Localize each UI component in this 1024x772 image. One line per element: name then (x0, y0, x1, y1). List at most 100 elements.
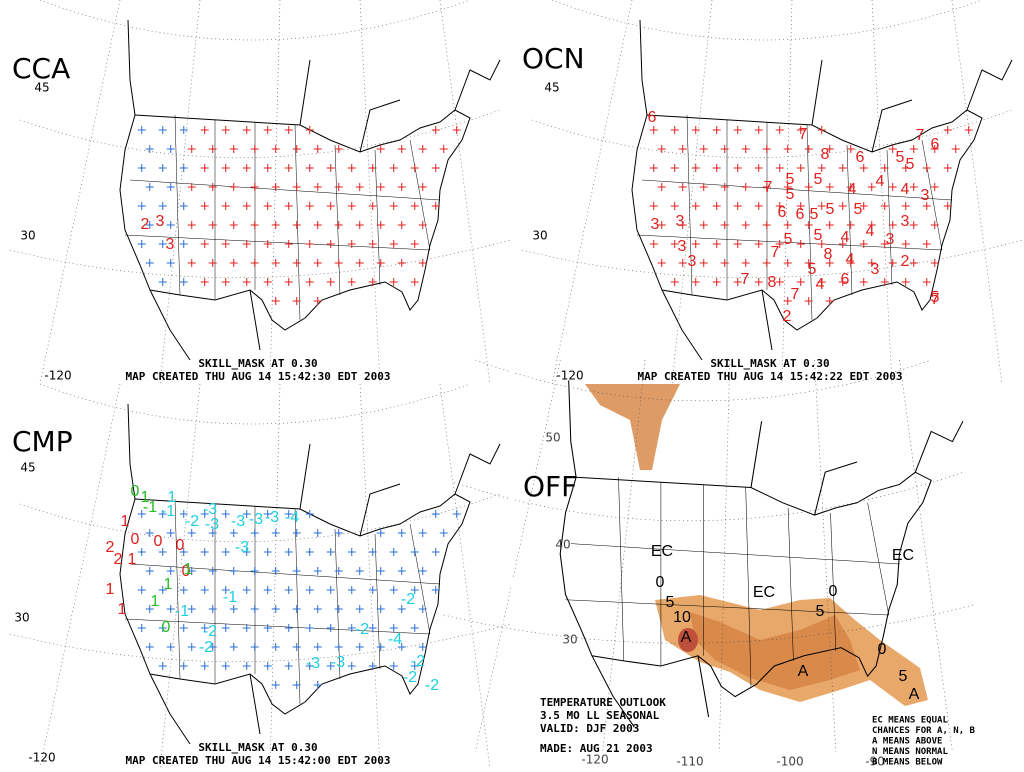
plus-marker (804, 183, 813, 191)
plus-marker (825, 145, 834, 153)
plus-marker (376, 183, 385, 191)
plus-marker (880, 278, 889, 286)
plus-marker (712, 126, 721, 134)
plus-marker (305, 662, 314, 670)
map-label: 2 (901, 253, 910, 270)
map-label: 4 (866, 223, 875, 240)
plus-marker (166, 145, 175, 153)
plus-marker (754, 240, 763, 248)
plus-marker (410, 202, 419, 210)
plus-marker (284, 586, 293, 594)
plus-marker (389, 586, 398, 594)
plus-marker (158, 624, 167, 632)
plus-marker (221, 240, 230, 248)
plus-marker (208, 259, 217, 267)
plus-marker (762, 259, 771, 267)
plus-marker (284, 202, 293, 210)
map-label: -3 (306, 655, 320, 672)
plus-marker (691, 202, 700, 210)
plus-marker (221, 164, 230, 172)
plus-marker (284, 278, 293, 286)
map-label: 1 (151, 593, 160, 610)
plus-marker (796, 164, 805, 172)
plus-marker (657, 183, 666, 191)
plus-marker (263, 126, 272, 134)
plus-marker (313, 145, 322, 153)
map-label: -3 (231, 513, 245, 530)
map-label: -3 (265, 509, 279, 526)
plus-marker (263, 586, 272, 594)
plus-marker (250, 259, 259, 267)
plus-marker (431, 510, 440, 518)
legend-text: CHANCES FOR A, N, B (872, 726, 976, 736)
plus-marker (762, 145, 771, 153)
plus-marker (389, 164, 398, 172)
plus-marker (292, 145, 301, 153)
plus-marker (229, 183, 238, 191)
plus-marker (376, 145, 385, 153)
plus-marker (242, 202, 251, 210)
map-label: 8 (768, 274, 777, 291)
plus-marker (418, 567, 427, 575)
panel-label: OFF (523, 470, 577, 503)
plus-marker (376, 259, 385, 267)
plus-marker (783, 297, 792, 305)
map-label: 2 (141, 216, 150, 233)
map-label: 3 (921, 187, 930, 204)
legend-text: EC MEANS EQUAL (872, 716, 948, 726)
plus-marker (909, 259, 918, 267)
plus-marker (355, 259, 364, 267)
plus-marker (145, 605, 154, 613)
plus-marker (712, 164, 721, 172)
plus-marker (242, 126, 251, 134)
plus-marker (418, 145, 427, 153)
map-label: 2 (783, 308, 792, 325)
plus-marker (229, 529, 238, 537)
plus-marker (250, 643, 259, 651)
plus-marker (242, 278, 251, 286)
map-label: 7 (799, 126, 808, 143)
caption: SKILL_MASK AT 0.30 (198, 357, 317, 370)
plus-marker (754, 164, 763, 172)
plus-marker (368, 164, 377, 172)
plus-marker (775, 240, 784, 248)
map-label: -2 (199, 639, 213, 656)
plus-marker (368, 586, 377, 594)
plus-marker (741, 183, 750, 191)
map-label: 4 (876, 173, 885, 190)
map-label: 3 (676, 213, 685, 230)
map-label: EC (892, 547, 914, 564)
caption: SKILL_MASK AT 0.30 (710, 357, 829, 370)
plus-marker (208, 605, 217, 613)
plus-marker (859, 278, 868, 286)
plus-marker (208, 643, 217, 651)
map-label: 3 (156, 213, 165, 230)
plus-marker (678, 221, 687, 229)
map-label: 5 (786, 171, 795, 188)
plus-marker (846, 145, 855, 153)
plus-marker (720, 259, 729, 267)
plus-marker (762, 183, 771, 191)
plus-marker (284, 624, 293, 632)
lat-label: 45 (544, 81, 559, 95)
plus-marker (418, 605, 427, 613)
plus-marker (930, 145, 939, 153)
plus-marker (179, 164, 188, 172)
plus-marker (292, 567, 301, 575)
plus-marker (901, 278, 910, 286)
map-label: -1 (161, 503, 175, 520)
plus-marker (313, 259, 322, 267)
map-label: 3 (886, 231, 895, 248)
map-label: -2 (425, 677, 439, 694)
plus-marker (397, 605, 406, 613)
map-label: 0 (878, 641, 887, 658)
plus-marker (804, 259, 813, 267)
plus-marker (741, 221, 750, 229)
lat-label: 45 (20, 461, 35, 475)
plus-marker (880, 240, 889, 248)
plus-marker (137, 586, 146, 594)
plus-marker (389, 202, 398, 210)
map-label: A (909, 686, 920, 703)
plus-marker (410, 662, 419, 670)
